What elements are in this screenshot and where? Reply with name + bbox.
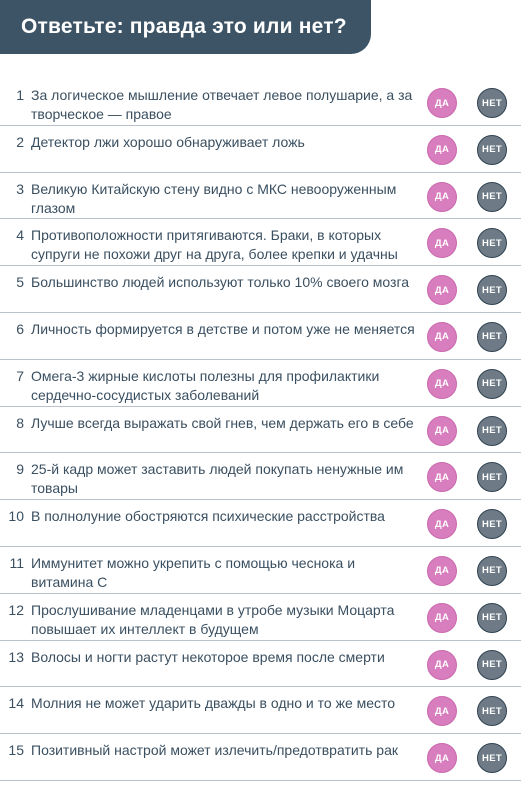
no-button[interactable]: НЕТ [477, 509, 507, 540]
no-button[interactable]: НЕТ [477, 368, 507, 399]
item-statement: Омега-3 жирные кислоты полезны для профи… [31, 367, 380, 403]
no-button[interactable]: НЕТ [477, 88, 507, 118]
item-statement: Лучше всегда выражать свой гнев, чем дер… [31, 414, 414, 431]
title-banner: Ответьте: правда это или нет? [0, 0, 371, 54]
yes-button[interactable]: ДА [427, 743, 457, 774]
list-item: 9 25-й кадр может заставить людей покупа… [0, 453, 521, 501]
item-number: 12 [8, 601, 24, 618]
yes-button[interactable]: ДА [427, 228, 457, 259]
list-item: 1 За логическое мышление отвечает левое … [0, 79, 521, 126]
page-title: Ответьте: правда это или нет? [21, 15, 347, 38]
item-statement: Большинство людей используют только 10% … [31, 274, 410, 291]
item-number: 11 [9, 554, 24, 571]
item-statement: Иммунитет можно укрепить с помощью чесно… [31, 554, 356, 590]
item-statement: Личность формируется в детстве и потом у… [31, 320, 415, 337]
yes-button[interactable]: ДА [427, 649, 457, 680]
yes-button[interactable]: ДА [427, 509, 457, 540]
item-statement: Прослушивание младенцами в утробе музыки… [31, 601, 395, 637]
no-button[interactable]: НЕТ [477, 462, 507, 493]
item-number: 15 [8, 742, 24, 759]
list-item: 6 Личность формируется в детстве и потом… [0, 313, 521, 360]
item-number: 5 [16, 274, 24, 291]
no-button[interactable]: НЕТ [477, 696, 507, 727]
item-number: 14 [8, 695, 24, 712]
yes-button[interactable]: ДА [427, 555, 457, 586]
no-button[interactable]: НЕТ [477, 134, 507, 165]
statement-list: 1 За логическое мышление отвечает левое … [0, 79, 521, 781]
list-item: 13 Волосы и ногти растут некоторое время… [0, 641, 521, 688]
no-button[interactable]: НЕТ [477, 321, 507, 352]
yes-button[interactable]: ДА [427, 368, 457, 399]
yes-button[interactable]: ДА [427, 696, 457, 727]
no-button[interactable]: НЕТ [477, 228, 507, 259]
item-statement: В полнолуние обостряются психические рас… [31, 508, 385, 525]
item-statement: 25-й кадр может заставить людей покупать… [31, 461, 404, 497]
yes-button[interactable]: ДА [427, 275, 457, 306]
yes-button[interactable]: ДА [427, 181, 457, 212]
list-item: 4 Противоположности притягиваются. Браки… [0, 219, 521, 267]
list-item: 2 Детектор лжи хорошо обнаруживает ложь … [0, 126, 521, 173]
list-item: 3 Великую Китайскую стену видно с МКС не… [0, 173, 521, 220]
no-button[interactable]: НЕТ [477, 602, 507, 633]
item-number: 13 [8, 648, 24, 665]
yes-button[interactable]: ДА [427, 462, 457, 493]
list-item: 14 Молния не может ударить дважды в одно… [0, 687, 521, 735]
item-statement: Волосы и ногти растут некоторое время по… [31, 648, 385, 665]
yes-button[interactable]: ДА [427, 88, 457, 118]
item-statement: Детектор лжи хорошо обнаруживает ложь [31, 133, 305, 150]
item-number: 7 [16, 367, 24, 384]
item-number: 10 [8, 508, 24, 525]
item-number: 1 [16, 87, 24, 103]
item-number: 9 [16, 461, 24, 478]
no-button[interactable]: НЕТ [477, 555, 507, 586]
item-number: 4 [16, 227, 24, 244]
list-item: 10 В полнолуние обостряются психические … [0, 500, 521, 547]
item-statement: Молния не может ударить дважды в одно и … [31, 695, 396, 712]
item-statement: Великую Китайскую стену видно с МКС нево… [31, 180, 397, 216]
yes-button[interactable]: ДА [427, 321, 457, 352]
no-button[interactable]: НЕТ [477, 415, 507, 446]
item-statement: Противоположности притягиваются. Браки, … [31, 227, 398, 263]
list-item: 12 Прослушивание младенцами в утробе муз… [0, 594, 521, 641]
no-button[interactable]: НЕТ [477, 275, 507, 306]
no-button[interactable]: НЕТ [477, 743, 507, 774]
no-button[interactable]: НЕТ [477, 649, 507, 680]
list-item: 8 Лучше всегда выражать свой гнев, чем д… [0, 407, 521, 454]
yes-button[interactable]: ДА [427, 602, 457, 633]
no-button[interactable]: НЕТ [477, 181, 507, 212]
item-number: 8 [16, 414, 24, 431]
list-item: 7 Омега-3 жирные кислоты полезны для про… [0, 360, 521, 407]
yes-button[interactable]: ДА [427, 134, 457, 165]
list-item: 15 Позитивный настрой может излечить/пре… [0, 734, 521, 781]
item-statement: Позитивный настрой может излечить/предот… [31, 742, 398, 759]
list-item: 11 Иммунитет можно укрепить с помощью че… [0, 547, 521, 594]
item-statement: За логическое мышление отвечает левое по… [31, 87, 413, 122]
item-number: 2 [16, 133, 24, 150]
item-number: 3 [16, 180, 24, 197]
yes-button[interactable]: ДА [427, 415, 457, 446]
list-item: 5 Большинство людей используют только 10… [0, 266, 521, 313]
item-number: 6 [16, 320, 24, 337]
